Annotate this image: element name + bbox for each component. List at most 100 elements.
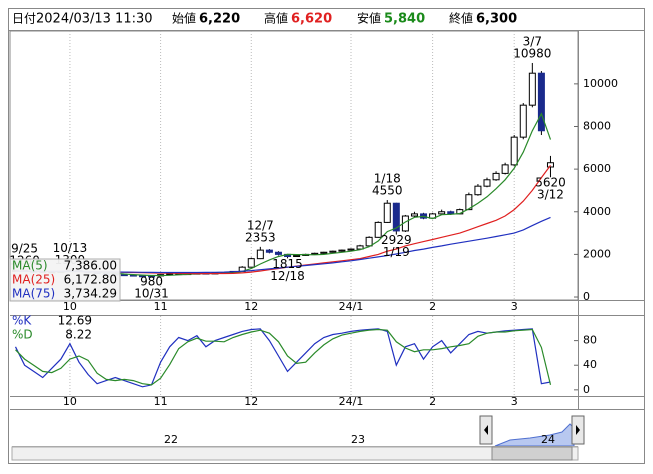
annotation: 12/18 (270, 269, 305, 283)
arrow (484, 425, 488, 435)
annotation: 9/25 (11, 242, 38, 256)
x-tick-label: 12 (244, 395, 258, 408)
candle-body (492, 172, 500, 181)
open: 6,220 (199, 12, 240, 27)
candle-body (247, 258, 255, 268)
candle-body (465, 194, 473, 211)
navigator-label: 23 (351, 433, 365, 446)
y-tick-label: 8000 (583, 119, 611, 132)
candle-body (392, 202, 400, 232)
legend-box (9, 258, 121, 302)
candle-body (365, 236, 373, 247)
annotation: 3/7 (523, 34, 542, 48)
annotation: 1815 (272, 257, 303, 271)
navigator-label: 24 (541, 433, 555, 446)
main-panel (9, 30, 579, 301)
series-line (51, 112, 552, 277)
candle-body (537, 72, 545, 132)
candle-body (347, 248, 355, 251)
annotation: 5620 (535, 176, 566, 190)
legend-value: 7,386.00 (64, 259, 117, 273)
candle-body (438, 211, 446, 215)
candle-body (329, 250, 337, 253)
low: 5,840 (384, 12, 425, 27)
x-tick-label: 3 (511, 300, 518, 313)
legend-value: 12.69 (58, 314, 92, 328)
legend-value: 8.22 (65, 328, 92, 342)
annotation: 1/19 (383, 245, 410, 259)
x-tick-label: 10 (63, 395, 77, 408)
y-tick-label: 2000 (583, 247, 611, 260)
candle-body (120, 274, 128, 277)
series-line (14, 328, 551, 388)
legend-label: MA(25) (12, 273, 55, 287)
annotation: 3/12 (537, 188, 564, 202)
y-tick-label: 0 (583, 290, 590, 303)
annotation: 10980 (513, 46, 551, 60)
y-tick-label: 0 (583, 383, 590, 396)
legend-value: 3,734.29 (64, 287, 117, 301)
legend-label: %D (12, 328, 33, 342)
legend-label: MA(75) (12, 287, 55, 301)
x-tick-label: 24/1 (339, 300, 364, 313)
scroll-thumb[interactable] (491, 446, 573, 461)
legend-label: %K (12, 314, 32, 328)
candle-body (265, 249, 273, 253)
close: 6,300 (476, 12, 517, 27)
candle-body (528, 72, 536, 106)
label: 終値 (449, 11, 473, 26)
candle-body (293, 254, 301, 258)
candle-body (138, 275, 146, 278)
high: 6,620 (291, 12, 332, 27)
x-tick-label: 11 (154, 300, 168, 313)
label: 高値 (264, 11, 288, 26)
x-tick-label: 3 (511, 395, 518, 408)
candle-body (501, 164, 509, 174)
label: 日付 (12, 12, 36, 26)
annotation: 10/31 (134, 287, 169, 301)
candle-body (383, 202, 391, 223)
annotation: 2929 (381, 233, 412, 247)
candle-body (510, 136, 518, 166)
date: 2024/03/13 11:30 (36, 12, 153, 27)
y-tick-label: 4000 (583, 205, 611, 218)
annotation: 12/7 (247, 218, 274, 232)
annotation: 980 (140, 275, 163, 289)
annotation: 4550 (372, 184, 403, 198)
scroll-track (11, 446, 579, 461)
candle-body (483, 179, 491, 187)
arrow (576, 425, 580, 435)
candle-body (274, 251, 282, 255)
candle-body (374, 221, 382, 238)
legend-label: MA(5) (12, 259, 48, 273)
annotation: 1/18 (374, 172, 401, 186)
y-tick-label: 10000 (583, 77, 618, 90)
x-tick-label: 24/1 (339, 395, 364, 408)
series-line (15, 328, 552, 386)
y-tick-label: 40 (583, 358, 597, 371)
candle-body (546, 162, 554, 168)
candle-body (356, 245, 364, 250)
annotation: 2353 (245, 230, 276, 244)
legend: MA(5) 7,386.00 MA(25) 6,172.80 MA(75) 3,734.2… (9, 258, 121, 302)
y-tick-label: 80 (583, 334, 597, 347)
x-tick-label: 11 (154, 395, 168, 408)
candle-body (410, 213, 418, 217)
x-tick-label: 2 (429, 300, 436, 313)
x-tick-label: 2 (429, 395, 436, 408)
y-tick-label: 6000 (583, 162, 611, 175)
header: 日付 2024/03/13 11:30 始値 6,220 高値 6,620 安値… (12, 11, 517, 27)
label: 安値 (357, 11, 381, 26)
x-tick-label: 10 (63, 300, 77, 313)
annotation: 10/13 (53, 241, 88, 255)
candle-body (320, 251, 328, 254)
x-tick-label: 12 (244, 300, 258, 313)
frame (8, 8, 645, 464)
navigator-label: 22 (164, 433, 178, 446)
legend-value: 6,172.80 (64, 273, 117, 287)
navigator: 22 23 24 (11, 415, 585, 461)
label: 始値 (172, 11, 196, 26)
candle-body (338, 249, 346, 252)
candle-body (474, 185, 482, 196)
